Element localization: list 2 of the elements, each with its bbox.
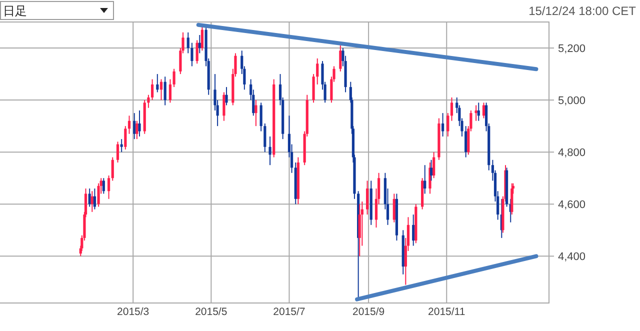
annotation: 15/12/24 18:00 CET xyxy=(528,4,636,18)
annotation: 日足 xyxy=(3,4,27,18)
